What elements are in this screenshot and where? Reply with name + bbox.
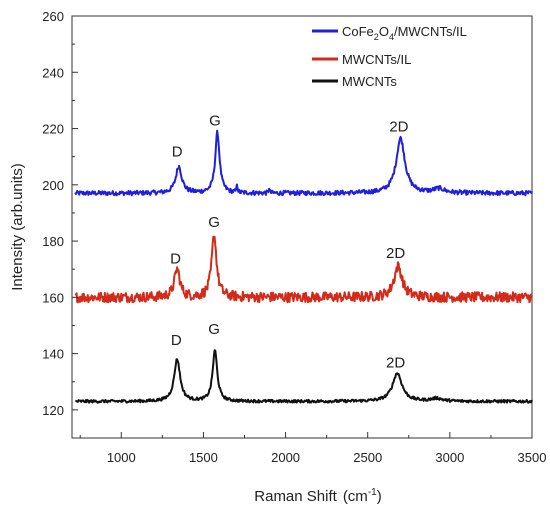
y-tick-label: 140 (42, 347, 64, 362)
x-tick-label: 1000 (107, 450, 136, 465)
ticks-layer: 1000 1500 2000 2500 3000 3500 120 140 160 180 200 2… (42, 9, 546, 465)
x-tick-label: 1500 (189, 450, 218, 465)
y-tick-label: 180 (42, 234, 64, 249)
x-tick-label: 3000 (435, 450, 464, 465)
legend-label-series-3: MWCNTs (342, 74, 397, 89)
plot-area: 1000 1500 2000 2500 3000 3500 120 140 160 180 200 2… (42, 9, 546, 465)
peak-annotation: D (172, 144, 183, 161)
x-axis-title-sup: -1 (368, 487, 377, 498)
x-axis-title-main: Raman Shift (254, 488, 337, 505)
x-axis-title-unit: (cm (343, 488, 368, 505)
peak-annotation: D (170, 251, 181, 268)
y-tick-label: 200 (42, 178, 64, 193)
x-tick-label: 2000 (271, 450, 300, 465)
peak-annotation: D (171, 332, 182, 349)
peak-annotation: G (209, 113, 221, 130)
peak-annotation: G (208, 321, 220, 338)
peak-annotation: 2D (386, 355, 405, 372)
x-axis-title-close: ) (377, 488, 382, 505)
series-line-1 (74, 129, 533, 197)
annotation-layer: D G 2D D G 2D D G 2D (170, 113, 409, 372)
y-axis-title: Intensity (arb.units) (9, 163, 26, 291)
plot-frame (71, 15, 533, 439)
series-layer (74, 129, 533, 404)
legend-label-series-1: CoFe2O4/MWCNTs/IL (342, 24, 467, 42)
legend-label-series-2: MWCNTs/IL (342, 52, 411, 67)
x-tick-label: 2500 (353, 450, 382, 465)
y-tick-label: 240 (42, 65, 64, 80)
y-tick-label: 160 (42, 290, 64, 305)
y-tick-label: 260 (42, 9, 64, 24)
peak-annotation: 2D (386, 245, 405, 262)
series-line-3 (74, 349, 533, 404)
x-axis-title: Raman Shift (cm-1) (254, 487, 381, 505)
x-tick-label: 3500 (518, 450, 547, 465)
peak-annotation: 2D (389, 118, 408, 135)
legend: CoFe2O4/MWCNTs/IL MWCNTs/IL MWCNTs (312, 24, 467, 89)
peak-annotation: G (208, 214, 220, 231)
y-tick-label: 220 (42, 122, 64, 137)
y-tick-label: 120 (42, 403, 64, 418)
series-line-2 (74, 235, 533, 304)
